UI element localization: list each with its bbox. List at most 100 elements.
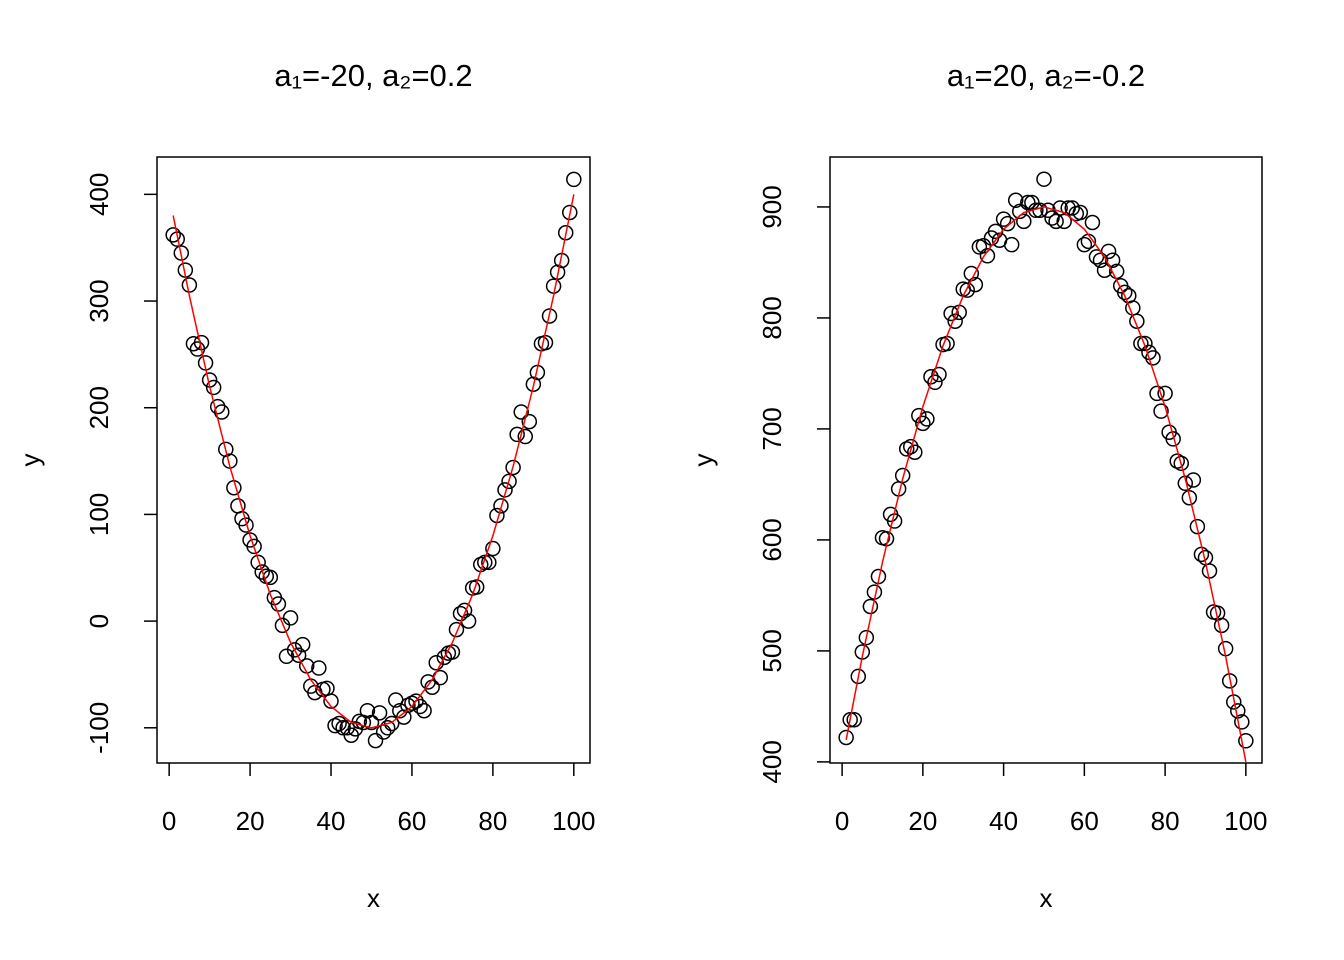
- chart-title: a₁=20, a₂=-0.2: [947, 58, 1145, 93]
- fit-line: [845, 206, 1247, 763]
- data-point: [1092, 252, 1109, 268]
- y-tick-label: 0: [84, 614, 114, 628]
- data-point: [505, 459, 521, 476]
- data-point: [846, 711, 862, 728]
- x-tick-label: 40: [317, 806, 346, 836]
- x-tick-label: 40: [989, 806, 1018, 836]
- data-point: [1016, 213, 1032, 230]
- data-point: [290, 647, 307, 663]
- data-point: [521, 413, 538, 430]
- data-point: [1189, 518, 1206, 535]
- data-point: [562, 204, 578, 221]
- data-point: [355, 714, 372, 731]
- data-point: [456, 602, 473, 619]
- data-point: [274, 617, 291, 634]
- data-point: [1044, 210, 1060, 226]
- data-point: [452, 605, 469, 622]
- data-point: [1238, 733, 1254, 749]
- data-point: [517, 428, 534, 445]
- y-tick-label: 500: [757, 629, 787, 672]
- data-point: [339, 720, 355, 736]
- data-point: [919, 411, 935, 427]
- y-axis-label: y: [688, 454, 718, 467]
- data-point: [416, 702, 432, 719]
- y-axis-label: y: [15, 454, 45, 467]
- data-point: [371, 705, 388, 721]
- data-point: [1173, 455, 1190, 472]
- y-tick-label: 600: [757, 518, 787, 561]
- data-point: [1108, 263, 1125, 280]
- data-point: [205, 379, 222, 396]
- data-point: [481, 554, 497, 571]
- data-point: [1234, 714, 1250, 730]
- y-tick-label: 300: [84, 279, 114, 322]
- data-point: [566, 171, 582, 188]
- data-point: [444, 644, 461, 660]
- data-point: [477, 554, 493, 571]
- data-point: [165, 227, 181, 243]
- x-tick-label: 20: [908, 806, 937, 836]
- data-point: [282, 610, 299, 626]
- data-point: [181, 277, 198, 293]
- data-point: [246, 538, 262, 555]
- data-point: [1100, 243, 1117, 260]
- data-point: [545, 278, 562, 294]
- data-point: [1072, 204, 1089, 221]
- data-point: [959, 282, 976, 298]
- y-tick-label: 400: [84, 173, 114, 216]
- data-point: [501, 473, 517, 490]
- data-point: [931, 366, 947, 383]
- data-point: [262, 569, 279, 586]
- data-point: [254, 564, 270, 580]
- x-axis-label: x: [1040, 883, 1053, 913]
- data-point: [1084, 214, 1101, 231]
- y-tick-label: -100: [84, 702, 114, 754]
- data-point: [1036, 171, 1052, 187]
- fit-line: [172, 194, 575, 729]
- data-point: [375, 724, 392, 740]
- data-point: [379, 720, 396, 736]
- data-point: [862, 598, 879, 615]
- data-point: [493, 498, 509, 514]
- data-point: [541, 308, 558, 324]
- y-tick-label: 100: [84, 493, 114, 536]
- y-tick-label: 900: [757, 185, 787, 228]
- data-point: [1157, 385, 1173, 402]
- data-point: [525, 376, 542, 392]
- data-point: [1129, 313, 1145, 330]
- data-point: [1028, 202, 1044, 219]
- data-point: [412, 698, 428, 715]
- data-point: [838, 729, 854, 746]
- plot-box: [829, 156, 1263, 764]
- data-point: [842, 711, 858, 728]
- x-tick-label: 80: [1151, 806, 1180, 836]
- data-point: [286, 642, 303, 658]
- data-point: [1153, 403, 1169, 419]
- x-tick-label: 20: [236, 806, 265, 836]
- data-point: [850, 668, 867, 685]
- data-point: [1076, 236, 1093, 253]
- data-point: [975, 238, 992, 254]
- x-tick-label: 100: [552, 806, 595, 836]
- data-point: [367, 732, 384, 749]
- chart-title: a₁=-20, a₂=0.2: [274, 58, 472, 93]
- data-point: [1048, 213, 1064, 230]
- x-tick-label: 60: [397, 806, 426, 836]
- data-point: [294, 636, 311, 653]
- data-point: [1007, 192, 1024, 209]
- data-point: [363, 714, 380, 731]
- x-tick-label: 60: [1070, 806, 1099, 836]
- data-point: [1116, 284, 1133, 301]
- data-point: [428, 654, 444, 671]
- data-point: [943, 305, 959, 322]
- data-point: [396, 709, 412, 725]
- y-tick-label: 700: [757, 407, 787, 450]
- data-point: [509, 426, 525, 443]
- data-point: [250, 554, 266, 571]
- data-point: [359, 702, 376, 719]
- data-point: [1193, 546, 1210, 563]
- y-tick-label: 200: [84, 386, 114, 429]
- data-point: [218, 441, 234, 458]
- data-point: [173, 245, 190, 261]
- data-point: [995, 211, 1012, 227]
